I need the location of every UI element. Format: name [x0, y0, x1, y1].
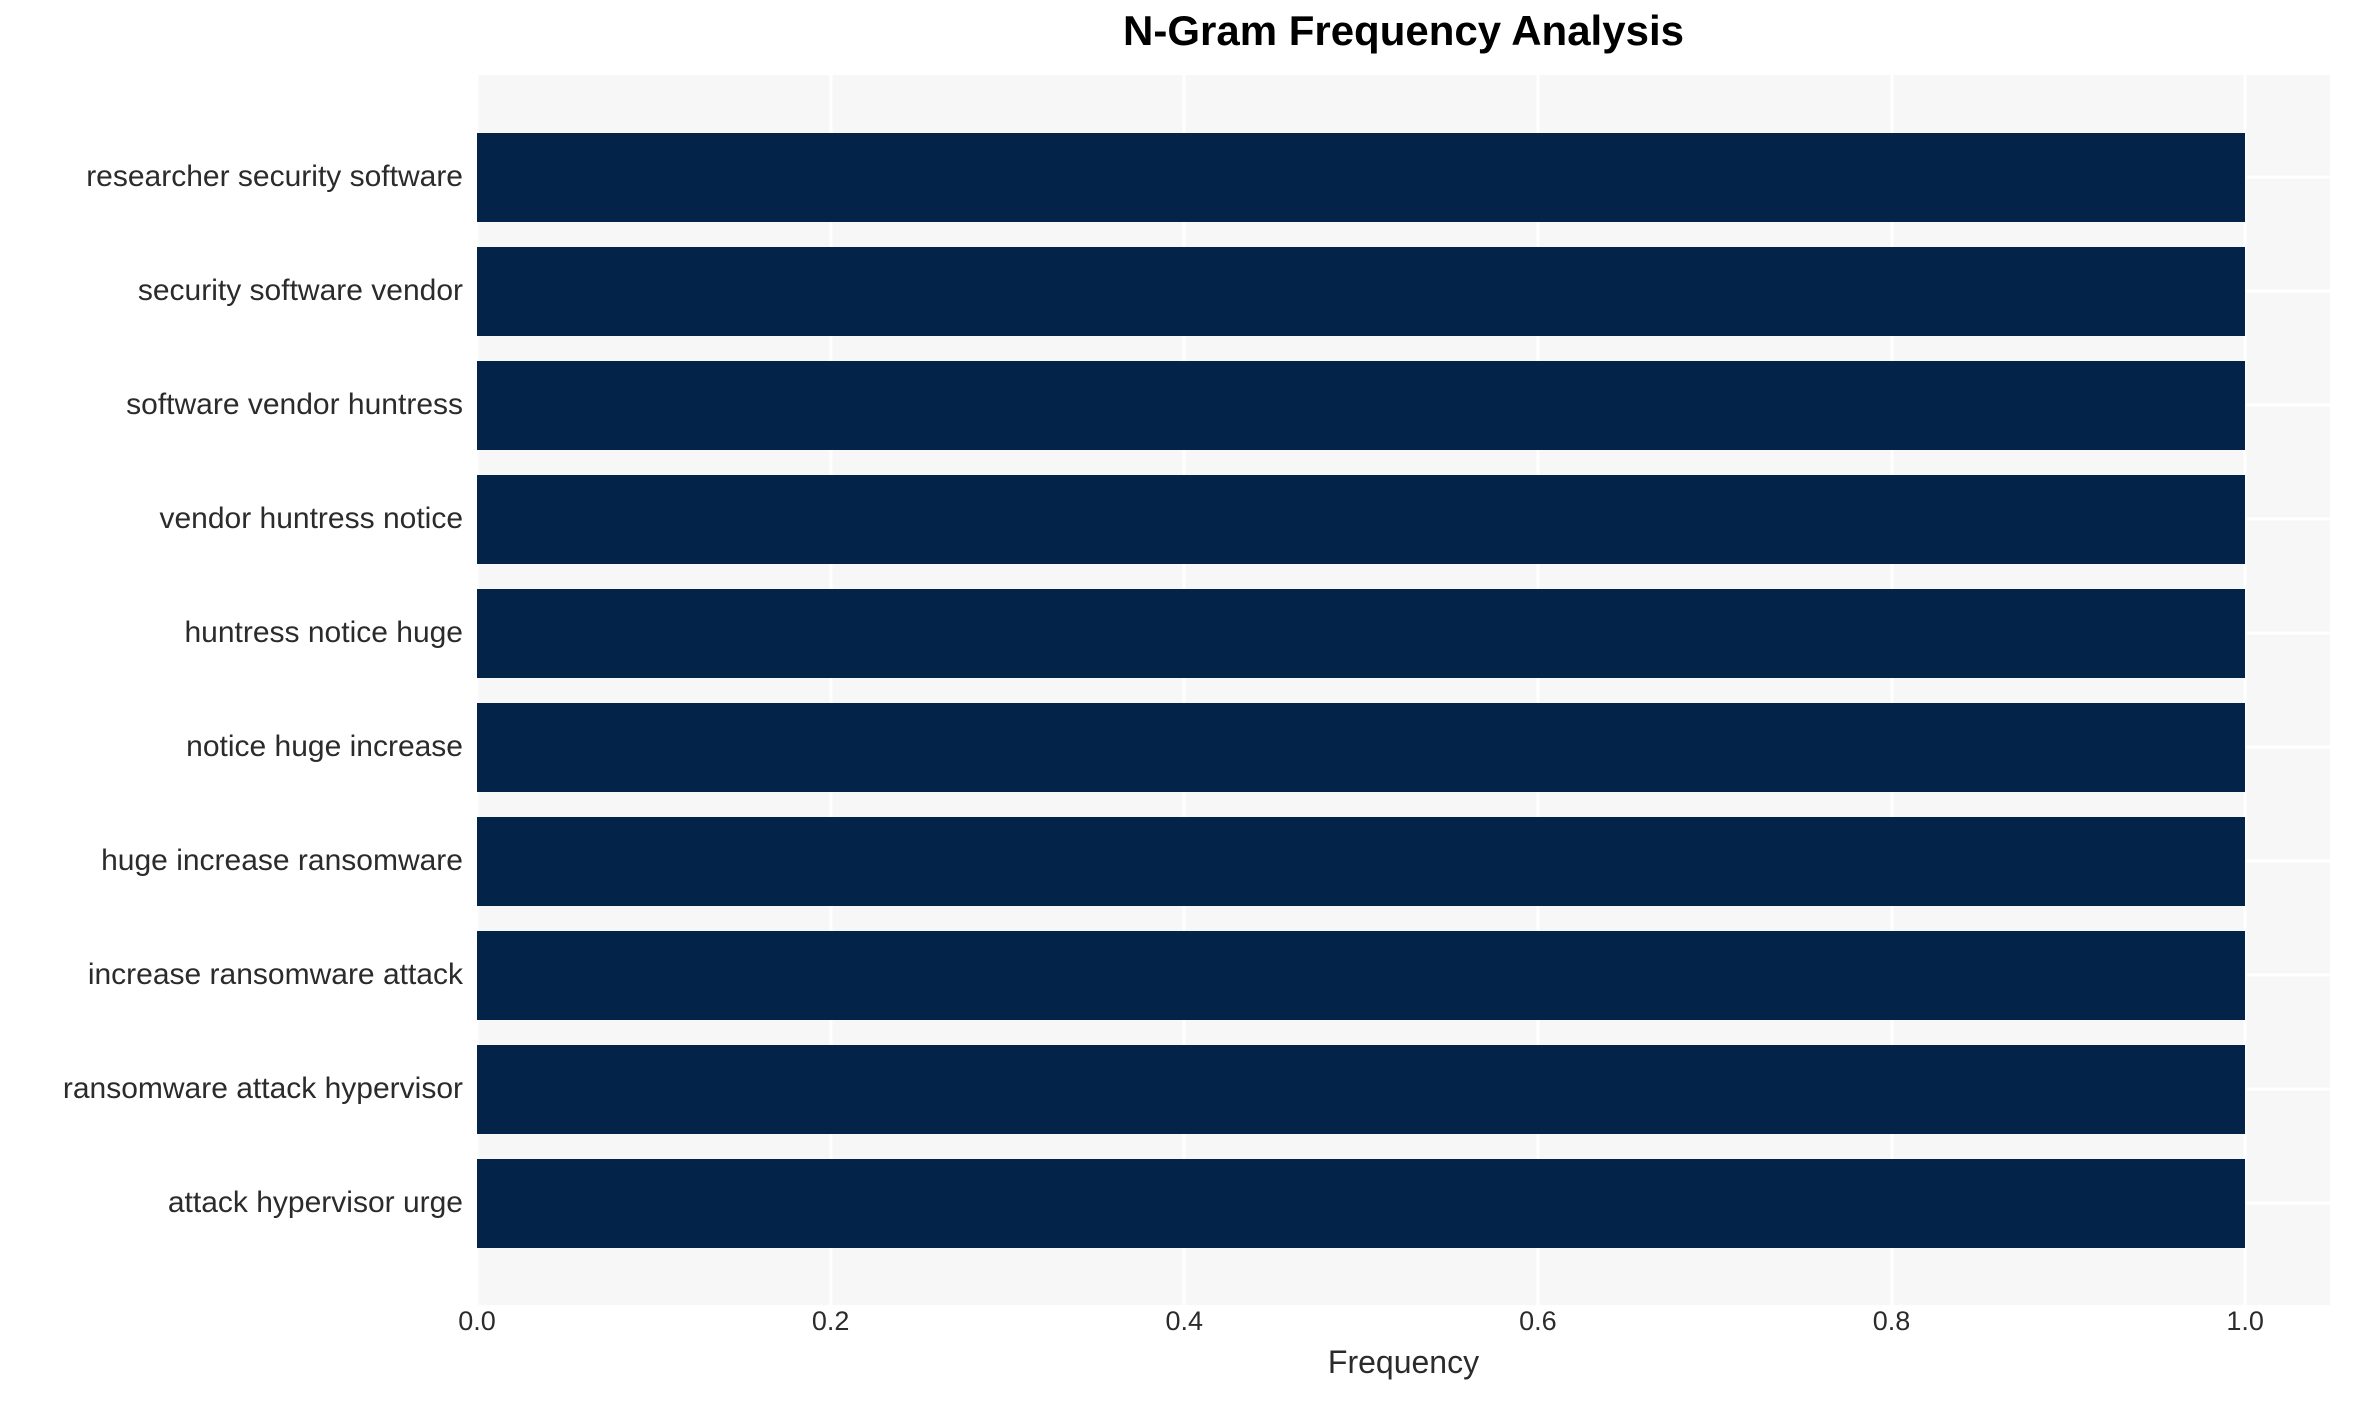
x-axis-tick-label: 1.0: [2226, 1306, 2264, 1336]
bar: [477, 816, 2246, 906]
bar: [477, 474, 2246, 564]
vertical-gridline: [829, 75, 833, 1305]
bar-row: [477, 690, 2330, 804]
vertical-gridline: [1890, 75, 1893, 1305]
y-axis-category-label: attack hypervisor urge: [167, 1186, 463, 1219]
y-axis-category-label: security software vendor: [137, 274, 463, 307]
y-label-row: vendor huntress notice: [0, 462, 463, 576]
bar-row: [477, 462, 2330, 576]
y-label-row: attack hypervisor urge: [0, 1146, 463, 1260]
x-axis-tick-label: 0.2: [811, 1306, 850, 1336]
vertical-gridline: [1182, 75, 1186, 1305]
bar-row: [477, 804, 2330, 918]
bar-row: [477, 234, 2330, 348]
y-label-row: ransomware attack hypervisor: [0, 1032, 463, 1146]
x-axis-tick-label: 0.4: [1165, 1306, 1204, 1336]
bar: [477, 360, 2246, 450]
bar-row: [477, 348, 2330, 462]
bar: [477, 588, 2246, 678]
vertical-gridline: [477, 75, 479, 1305]
bar-row: [477, 918, 2330, 1032]
y-label-row: huntress notice huge: [0, 576, 463, 690]
y-label-row: security software vendor: [0, 234, 463, 348]
y-label-row: increase ransomware attack: [0, 918, 463, 1032]
bars: [477, 75, 2330, 1305]
y-axis-category-label: ransomware attack hypervisor: [62, 1072, 463, 1105]
vertical-gridline: [1536, 75, 1540, 1305]
bar: [477, 930, 2246, 1020]
y-axis-category-label: increase ransomware attack: [87, 958, 463, 991]
y-axis-category-label: notice huge increase: [186, 730, 463, 763]
x-axis-tick-label: 0.8: [1872, 1306, 1911, 1336]
bar: [477, 246, 2246, 336]
y-axis-category-labels: researcher security software security sof…: [0, 75, 463, 1305]
bar: [477, 1158, 2246, 1248]
vertical-gridline: [2243, 75, 2247, 1305]
y-axis-category-label: software vendor huntress: [126, 388, 463, 421]
x-axis-tick-label: 0.0: [458, 1306, 496, 1336]
y-label-row: notice huge increase: [0, 690, 463, 804]
y-label-row: software vendor huntress: [0, 348, 463, 462]
y-label-row: researcher security software: [0, 120, 463, 234]
chart-title: N-Gram Frequency Analysis: [1123, 7, 1684, 54]
y-axis-category-label: researcher security software: [86, 160, 463, 193]
x-axis-tick-labels: 0.0 0.2 0.4 0.6 0.8 1.0: [458, 1306, 2330, 1342]
plot-area: [477, 75, 2330, 1305]
y-axis-category-label: huntress notice huge: [184, 616, 463, 649]
bar: [477, 702, 2246, 792]
y-label-row: huge increase ransomware: [0, 804, 463, 918]
bar: [477, 1044, 2246, 1134]
bar-row: [477, 120, 2330, 234]
x-axis-tick-label: 0.6: [1519, 1306, 1557, 1336]
y-axis-category-label: vendor huntress notice: [159, 502, 463, 535]
bar-row: [477, 576, 2330, 690]
y-axis-category-label: huge increase ransomware: [101, 844, 463, 877]
x-axis-title: Frequency: [1327, 1344, 1480, 1380]
bar: [477, 132, 2246, 222]
bar-row: [477, 1032, 2330, 1146]
bar-row: [477, 1146, 2330, 1260]
